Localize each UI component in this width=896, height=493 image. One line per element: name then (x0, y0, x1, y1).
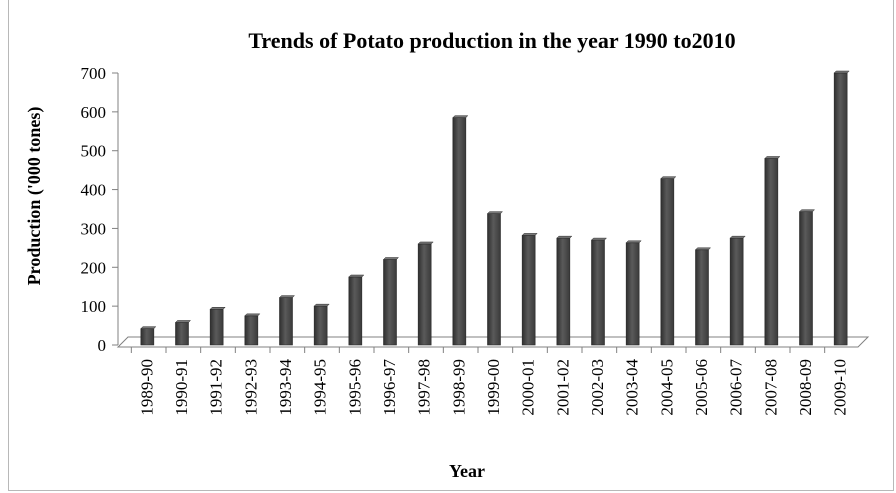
y-tick-label: 0 (98, 336, 107, 355)
x-tick-label: 1990-91 (172, 359, 191, 416)
bar (590, 237, 608, 346)
bar (417, 241, 434, 346)
y-tick-label: 400 (81, 181, 107, 200)
y-tick-label: 600 (81, 103, 107, 122)
x-tick-label: 1992-93 (241, 359, 260, 416)
y-tick-label: 300 (81, 219, 107, 238)
bar (625, 240, 642, 346)
x-tick-label: 2001-02 (553, 359, 572, 416)
x-tick-label: 2006-07 (727, 359, 746, 416)
x-tick-label: 2005-06 (692, 359, 711, 416)
bar (452, 115, 469, 346)
x-tick-label: 1993-94 (276, 359, 295, 416)
x-tick-label: 1994-95 (311, 359, 330, 416)
bar (486, 211, 504, 346)
bars (140, 70, 850, 346)
x-tick-label: 2000-01 (519, 359, 538, 416)
bar (244, 313, 261, 346)
bar (764, 156, 781, 346)
y-tick-label: 100 (81, 297, 107, 316)
bar (556, 235, 573, 346)
x-tick-label: 1989-90 (137, 359, 156, 416)
x-tick-label: 2007-08 (761, 359, 780, 416)
bar (660, 176, 677, 346)
bar (729, 235, 746, 346)
y-axis: 0 100 200 300 400 500 600 700 (81, 64, 119, 355)
x-tick-label: 2009-10 (831, 359, 850, 416)
bar (521, 233, 538, 346)
bar (313, 303, 330, 346)
y-axis-label: Production ('000 tones) (24, 107, 45, 286)
x-tick-label: 2008-09 (796, 359, 815, 416)
x-tick-label: 1991-92 (207, 359, 226, 416)
x-axis: 1989-90 1990-91 1991-92 1992-93 1993-94 1994-… (130, 347, 850, 416)
bar (348, 274, 365, 346)
bar (798, 209, 816, 346)
chart-frame (8, 0, 894, 491)
y-tick-label: 500 (81, 142, 107, 161)
bar (209, 307, 226, 346)
x-tick-label: 2004-05 (657, 359, 676, 416)
x-tick-label: 1995-96 (345, 359, 364, 416)
bar (174, 320, 192, 346)
x-axis-label: Year (449, 461, 485, 481)
bar (278, 295, 296, 346)
bar (382, 257, 400, 346)
chart-title: Trends of Potato production in the year … (248, 28, 735, 53)
y-tick-label: 200 (81, 258, 107, 277)
x-tick-label: 2003-04 (623, 359, 642, 416)
bar (140, 326, 157, 346)
x-tick-label: 2002-03 (588, 359, 607, 416)
x-tick-label: 1996-97 (380, 359, 399, 416)
bar (833, 70, 850, 346)
bar (694, 247, 712, 346)
x-tick-label: 1999-00 (484, 359, 503, 416)
x-tick-label: 1997-98 (415, 359, 434, 416)
y-tick-label: 700 (81, 64, 107, 83)
x-tick-label: 1998-99 (449, 359, 468, 416)
